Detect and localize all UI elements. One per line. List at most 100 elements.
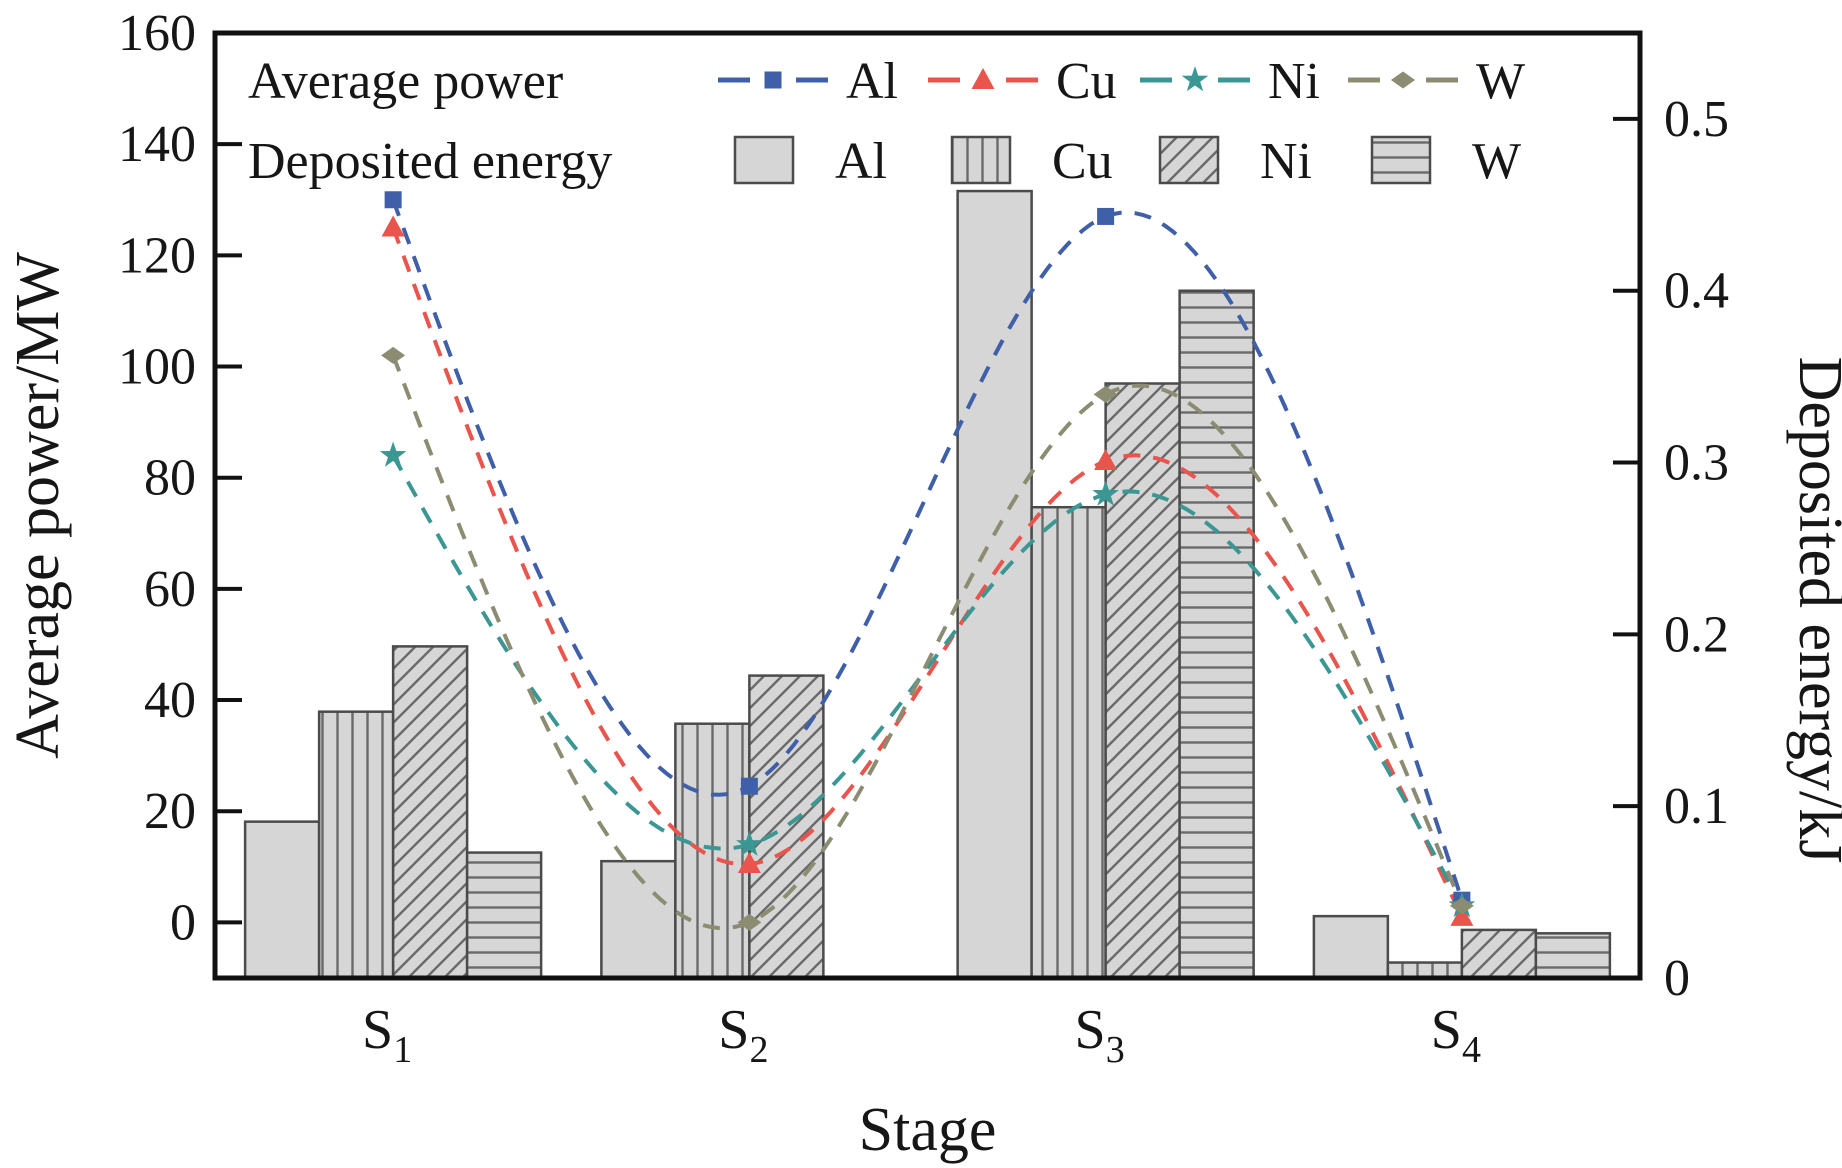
left-tick-label: 80	[144, 450, 196, 507]
right-tick-label: 0.3	[1664, 435, 1729, 492]
left-tick-label: 60	[144, 561, 196, 618]
bar-S2-Al	[600, 859, 677, 980]
legend-entry-label: Cu	[1056, 53, 1117, 110]
legend: Average power Al Cu Ni W Deposited energy Al Cu…	[248, 53, 1525, 190]
bar-S3-Cu	[1030, 505, 1107, 980]
marker-Cu-S4	[1450, 904, 1474, 926]
average-power-curves	[379, 191, 1476, 931]
bar-S4-Ni	[1460, 928, 1538, 980]
bar-hatch	[1031, 507, 1106, 978]
legend-swatch-hatch	[1160, 137, 1218, 183]
marker-W-S3	[1093, 385, 1118, 403]
left-tick-label: 40	[144, 672, 196, 729]
legend-entry-label: W	[1476, 53, 1525, 110]
left-tick-label: 100	[118, 339, 196, 396]
bar-S3-W	[1178, 289, 1255, 980]
legend-marker-Cu	[971, 68, 995, 89]
right-tick-label: 0.1	[1664, 778, 1729, 835]
marker-W-S1	[381, 346, 406, 364]
bar-hatch	[1179, 290, 1254, 978]
power-curve-Al	[391, 199, 1464, 901]
legend-swatch-outline	[1370, 135, 1432, 185]
marker-Ni-S3	[1092, 480, 1119, 506]
legend-swatch-outline	[733, 135, 795, 185]
legend-swatch-hatch	[1372, 137, 1430, 183]
legend-entry-label: Ni	[1260, 133, 1312, 190]
legend-line-entry-Al: Al	[718, 53, 898, 110]
marker-Al-S1	[384, 191, 402, 209]
legend-swatch-hatch	[952, 137, 1010, 183]
bar-S1-Al	[243, 820, 321, 980]
right-axis-title: Deposited energy/kJ	[1786, 357, 1842, 864]
bar-S1-Cu	[317, 710, 395, 980]
bar-fill	[601, 861, 676, 978]
legend-entry-label: Cu	[1052, 133, 1113, 190]
marker-Cu-S2	[737, 852, 761, 874]
bar-S3-Ni	[1104, 382, 1181, 980]
legend-line-entry-W: W	[1348, 53, 1525, 110]
legend-bar-entry-Al: Al	[733, 133, 887, 190]
right-tick-label: 0.4	[1664, 263, 1729, 320]
category-label-S1: S1	[362, 999, 412, 1071]
right-tick-label: 0.5	[1664, 91, 1729, 148]
left-tick-label: 120	[118, 227, 196, 284]
bar-S1-Ni	[391, 645, 469, 980]
legend-swatch-outline	[950, 135, 1012, 185]
legend-marker-Ni	[1181, 66, 1209, 92]
left-tick-label: 20	[144, 783, 196, 840]
bar-hatch	[749, 675, 824, 978]
x-axis-title: Stage	[859, 1096, 997, 1164]
marker-Al-S2	[740, 777, 758, 795]
bar-hatch	[319, 711, 394, 978]
category-label-S3: S3	[1075, 999, 1125, 1071]
power-curve-Ni	[391, 454, 1464, 907]
category-labels: S1 S2 S3 S4	[362, 999, 1481, 1071]
marker-W-S2	[737, 913, 762, 931]
category-label-S2: S2	[718, 999, 768, 1071]
legend-line-entry-Cu: Cu	[928, 53, 1117, 110]
bar-S4-Al	[1312, 914, 1390, 980]
right-tick-label: 0	[1664, 950, 1690, 1007]
legend-entry-label: W	[1472, 133, 1521, 190]
bar-S1-W	[465, 851, 543, 980]
legend-bar-entry-Cu: Cu	[950, 133, 1113, 190]
power-curve-Cu	[391, 226, 1464, 918]
bar-S3-Al	[956, 189, 1033, 980]
bar-fill	[1313, 916, 1388, 978]
left-axis-title: Average power/MW	[4, 252, 72, 759]
bar-hatch	[1535, 933, 1610, 978]
deposited-energy-bars	[243, 189, 1612, 980]
power-curve-W	[391, 354, 1464, 931]
legend-bar-entry-W: W	[1370, 133, 1521, 190]
legend-marker-W	[1391, 71, 1415, 89]
right-axis: 0 0.1 0.2 0.3 0.4 0.5	[1613, 91, 1729, 1007]
bar-fill	[245, 821, 320, 978]
legend-average-power-label: Average power	[248, 53, 563, 110]
left-tick-label: 0	[170, 894, 196, 951]
bar-hatch	[675, 723, 750, 978]
marker-Cu-S1	[381, 215, 405, 237]
bar-fill	[957, 191, 1032, 978]
legend-entry-label: Al	[846, 53, 898, 110]
category-label-S4: S4	[1431, 999, 1481, 1071]
bar-S2-Ni	[748, 674, 825, 980]
bar-S2-Cu	[674, 722, 751, 980]
left-tick-label: 140	[118, 116, 196, 173]
left-axis: 0 20 40 60 80 100 120 140 160	[118, 5, 242, 951]
legend-swatch-fill	[735, 137, 793, 183]
marker-Ni-S1	[379, 441, 407, 467]
marker-W-S4	[1449, 897, 1474, 915]
bar-hatch	[393, 646, 468, 978]
marker-Al-S3	[1097, 207, 1115, 225]
bar-hatch	[1387, 962, 1462, 978]
plot-frame	[212, 30, 1643, 981]
left-tick-label: 160	[118, 5, 196, 62]
legend-swatch-outline	[1158, 135, 1220, 185]
legend-entry-label: Ni	[1268, 53, 1320, 110]
right-tick-label: 0.2	[1664, 606, 1729, 663]
legend-bar-entry-Ni: Ni	[1158, 133, 1312, 190]
legend-entry-label: Al	[835, 133, 887, 190]
legend-marker-Al	[764, 71, 782, 89]
